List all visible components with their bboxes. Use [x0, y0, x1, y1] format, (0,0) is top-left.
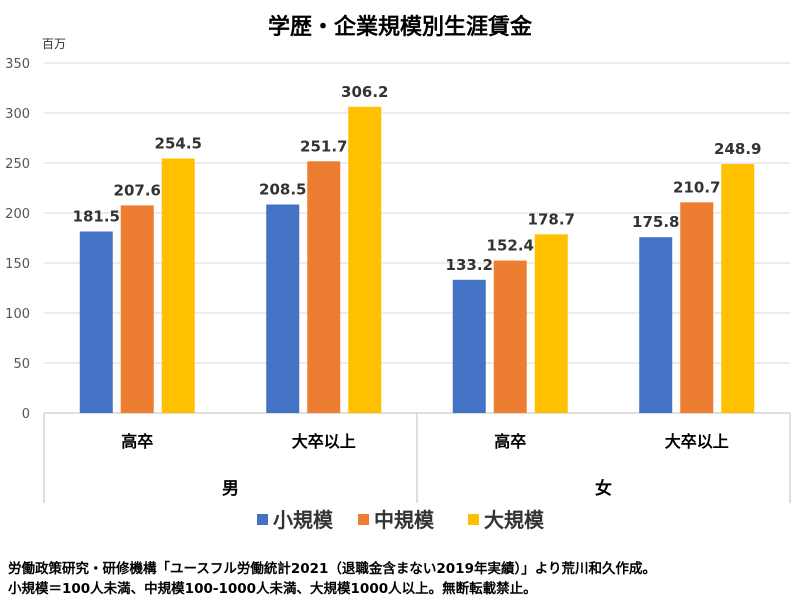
- bar: [348, 106, 382, 414]
- data-label: 251.7: [300, 137, 347, 155]
- category-label: 大卒以上: [292, 432, 356, 451]
- y-axis-ticks: 0 50 100 150 200 250 300 350: [5, 57, 30, 422]
- data-label: 254.5: [155, 135, 202, 153]
- legend-label: 大規模: [484, 508, 545, 532]
- data-labels: 181.5 207.6 254.5 208.5 251.7 306.2 133.2152.4…: [73, 83, 762, 274]
- legend-swatch: [468, 514, 479, 525]
- y-axis-unit: 百万: [42, 37, 66, 51]
- data-label: 210.7: [673, 178, 720, 196]
- legend: 小規模 中規模 大規模: [257, 508, 545, 532]
- y-tick-label: 0: [22, 407, 30, 422]
- legend-label: 中規模: [374, 508, 435, 532]
- legend-swatch: [358, 514, 369, 525]
- data-label: 208.5: [259, 181, 306, 199]
- chart-title: 学歴・企業規模別生涯賃金: [268, 14, 533, 40]
- y-tick-label: 200: [5, 207, 30, 222]
- group-label: 男: [222, 479, 239, 499]
- bar: [639, 237, 673, 413]
- category-label: 高卒: [121, 432, 153, 451]
- y-tick-label: 150: [5, 257, 30, 272]
- legend-label: 小規模: [273, 508, 334, 532]
- bar: [493, 260, 527, 413]
- data-label: 175.8: [632, 213, 679, 231]
- source-note: 労働政策研究・研修機構「ユースフル労働統計2021（退職金含まない2019年実績…: [8, 561, 656, 577]
- bars: [79, 106, 755, 414]
- bar: [266, 204, 300, 413]
- bar: [721, 164, 755, 413]
- group-label: 女: [595, 478, 612, 499]
- y-tick-label: 250: [5, 157, 30, 172]
- data-label: 181.5: [73, 208, 120, 226]
- data-label: 133.2: [446, 256, 493, 274]
- y-tick-label: 100: [5, 307, 30, 322]
- legend-swatch: [257, 514, 268, 525]
- data-label: 152.4: [487, 237, 534, 255]
- gridlines: [44, 62, 790, 414]
- bar: [120, 205, 154, 413]
- category-label: 高卒: [494, 432, 526, 451]
- bar: [534, 234, 568, 413]
- data-label: 178.7: [528, 210, 575, 228]
- definition-note: 小規模＝100人未満、中規模100-1000人未満、大規模1000人以上。無断転…: [8, 581, 537, 597]
- bar: [680, 202, 714, 413]
- bar: [452, 279, 486, 413]
- bar: [79, 231, 113, 413]
- y-tick-label: 50: [13, 357, 30, 372]
- y-tick-label: 350: [5, 57, 30, 72]
- category-label: 大卒以上: [665, 432, 729, 451]
- data-label: 306.2: [341, 83, 388, 101]
- bar: [307, 161, 341, 413]
- data-label: 248.9: [714, 140, 761, 158]
- data-label: 207.6: [114, 181, 161, 199]
- chart: 学歴・企業規模別生涯賃金 百万 0 50 100 150 200 250 300 350 18…: [5, 14, 791, 532]
- y-tick-label: 300: [5, 107, 30, 122]
- bar: [161, 158, 195, 413]
